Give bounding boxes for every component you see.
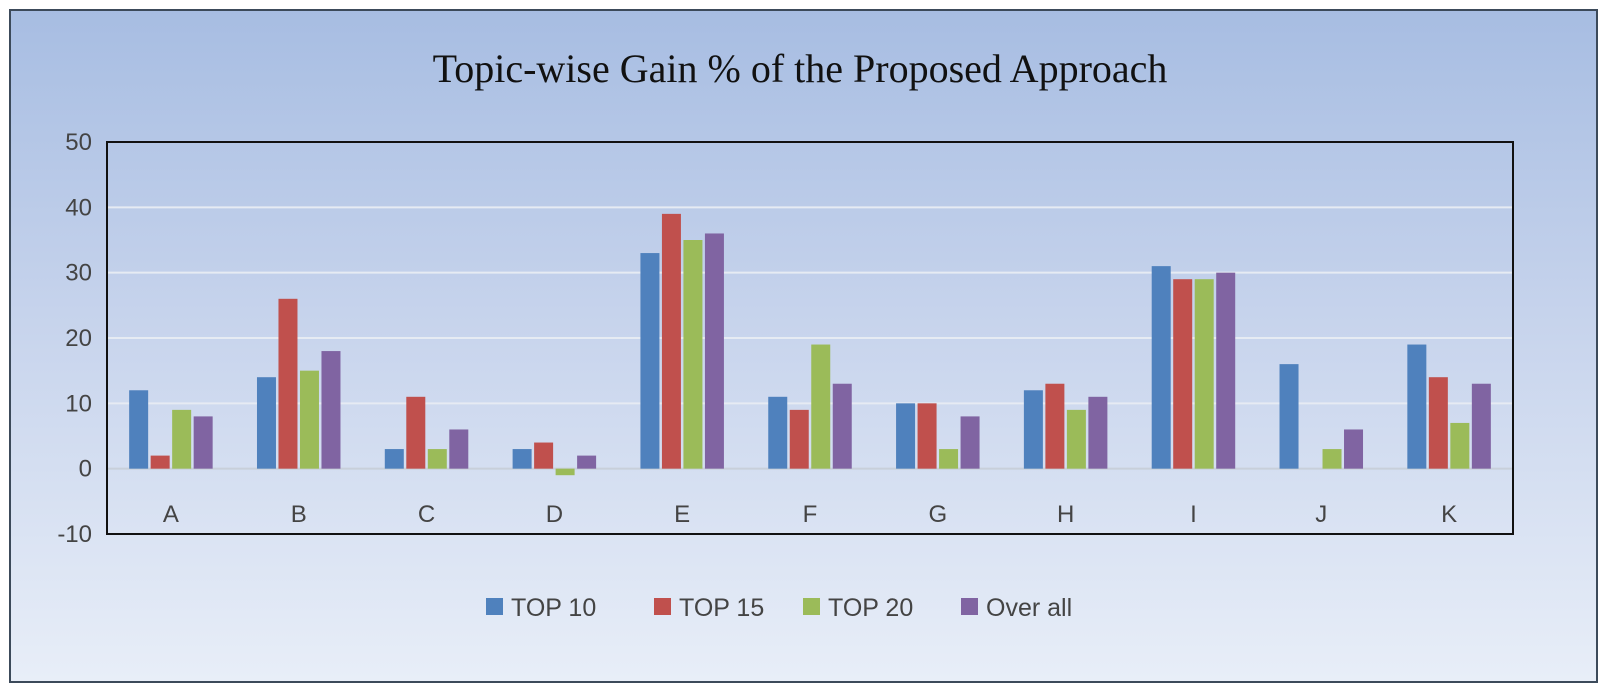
bars — [129, 213, 1491, 476]
legend-swatch — [803, 598, 820, 615]
bar-top-10-h — [1023, 390, 1043, 469]
y-tick-label: -10 — [57, 521, 92, 548]
bar-top-10-c — [384, 449, 404, 469]
bar-over-all-b — [321, 351, 341, 469]
legend-item: Over all — [961, 594, 1072, 622]
legend-item: TOP 15 — [654, 594, 764, 622]
bar-top-10-k — [1407, 344, 1427, 469]
category-label: H — [1057, 501, 1074, 528]
bar-over-all-f — [832, 383, 852, 469]
bar-top-10-i — [1151, 266, 1171, 469]
category-labels: A B C D E F G H I J K — [163, 501, 1457, 528]
category-label: I — [1190, 501, 1197, 528]
category-label: C — [418, 501, 435, 528]
bar-top-15-a — [150, 455, 170, 469]
y-tick-label: 0 — [79, 456, 92, 483]
bar-top-10-b — [256, 377, 276, 469]
bar-over-all-c — [449, 429, 469, 469]
bar-top-15-g — [917, 403, 937, 469]
bar-top-20-b — [299, 370, 319, 469]
legend-label: TOP 20 — [828, 594, 913, 622]
bar-over-all-j — [1344, 429, 1364, 469]
category-label: G — [928, 501, 947, 528]
bar-over-all-d — [577, 455, 597, 469]
bar-top-20-a — [172, 409, 192, 469]
bar-top-15-h — [1045, 383, 1065, 469]
bar-over-all-i — [1216, 272, 1236, 469]
legend-label: TOP 10 — [511, 594, 596, 622]
plot-area-border — [106, 141, 1514, 535]
bar-top-15-i — [1173, 279, 1193, 469]
gridlines — [107, 206, 1513, 470]
bar-top-15-b — [278, 298, 298, 469]
bar-top-10-d — [512, 449, 532, 469]
category-label: A — [163, 501, 179, 528]
bar-top-10-j — [1279, 364, 1299, 469]
bar-over-all-e — [704, 233, 724, 469]
bar-over-all-a — [193, 416, 213, 469]
legend-item: TOP 10 — [486, 594, 596, 622]
legend-item: TOP 20 — [803, 594, 913, 622]
bar-top-10-a — [129, 390, 149, 469]
category-label: K — [1441, 501, 1457, 528]
y-tick-label: 10 — [65, 390, 92, 417]
y-tick-label: 40 — [65, 194, 92, 221]
bar-top-15-d — [534, 442, 554, 469]
y-tick-label: 50 — [65, 129, 92, 156]
bar-top-10-g — [896, 403, 916, 469]
legend-swatch — [961, 598, 978, 615]
chart-background — [9, 9, 1598, 683]
category-label: E — [674, 501, 690, 528]
bar-top-20-i — [1194, 279, 1214, 469]
bar-top-20-c — [427, 449, 447, 469]
bar-top-20-h — [1066, 409, 1086, 469]
legend: TOP 10 TOP 15 TOP 20 Over all — [486, 594, 1072, 622]
bar-top-15-f — [789, 409, 809, 469]
bar-top-20-g — [939, 449, 959, 469]
bar-over-all-h — [1088, 396, 1108, 469]
bar-top-15-k — [1428, 377, 1448, 469]
bar-top-20-k — [1450, 422, 1470, 469]
category-label: J — [1315, 501, 1327, 528]
category-label: D — [546, 501, 563, 528]
chart-title: Topic-wise Gain % of the Proposed Approa… — [433, 46, 1168, 91]
legend-swatch — [486, 598, 503, 615]
bar-top-20-f — [811, 344, 831, 469]
category-label: B — [291, 501, 307, 528]
bar-top-15-c — [406, 396, 426, 469]
legend-label: TOP 15 — [679, 594, 764, 622]
bar-top-20-j — [1322, 449, 1342, 469]
bar-over-all-k — [1471, 383, 1491, 469]
legend-label: Over all — [986, 594, 1072, 622]
bar-over-all-g — [960, 416, 980, 469]
category-label: F — [803, 501, 818, 528]
bar-top-10-f — [768, 396, 788, 469]
y-tick-label: 30 — [65, 260, 92, 287]
y-tick-label: 20 — [65, 325, 92, 352]
y-axis-ticks: 50 40 30 20 10 0 -10 — [57, 129, 92, 548]
legend-swatch — [654, 598, 671, 615]
bar-top-15-e — [661, 213, 681, 469]
bar-top-10-e — [640, 253, 660, 469]
bar-top-20-d — [555, 468, 575, 476]
bar-top-20-e — [683, 240, 703, 469]
